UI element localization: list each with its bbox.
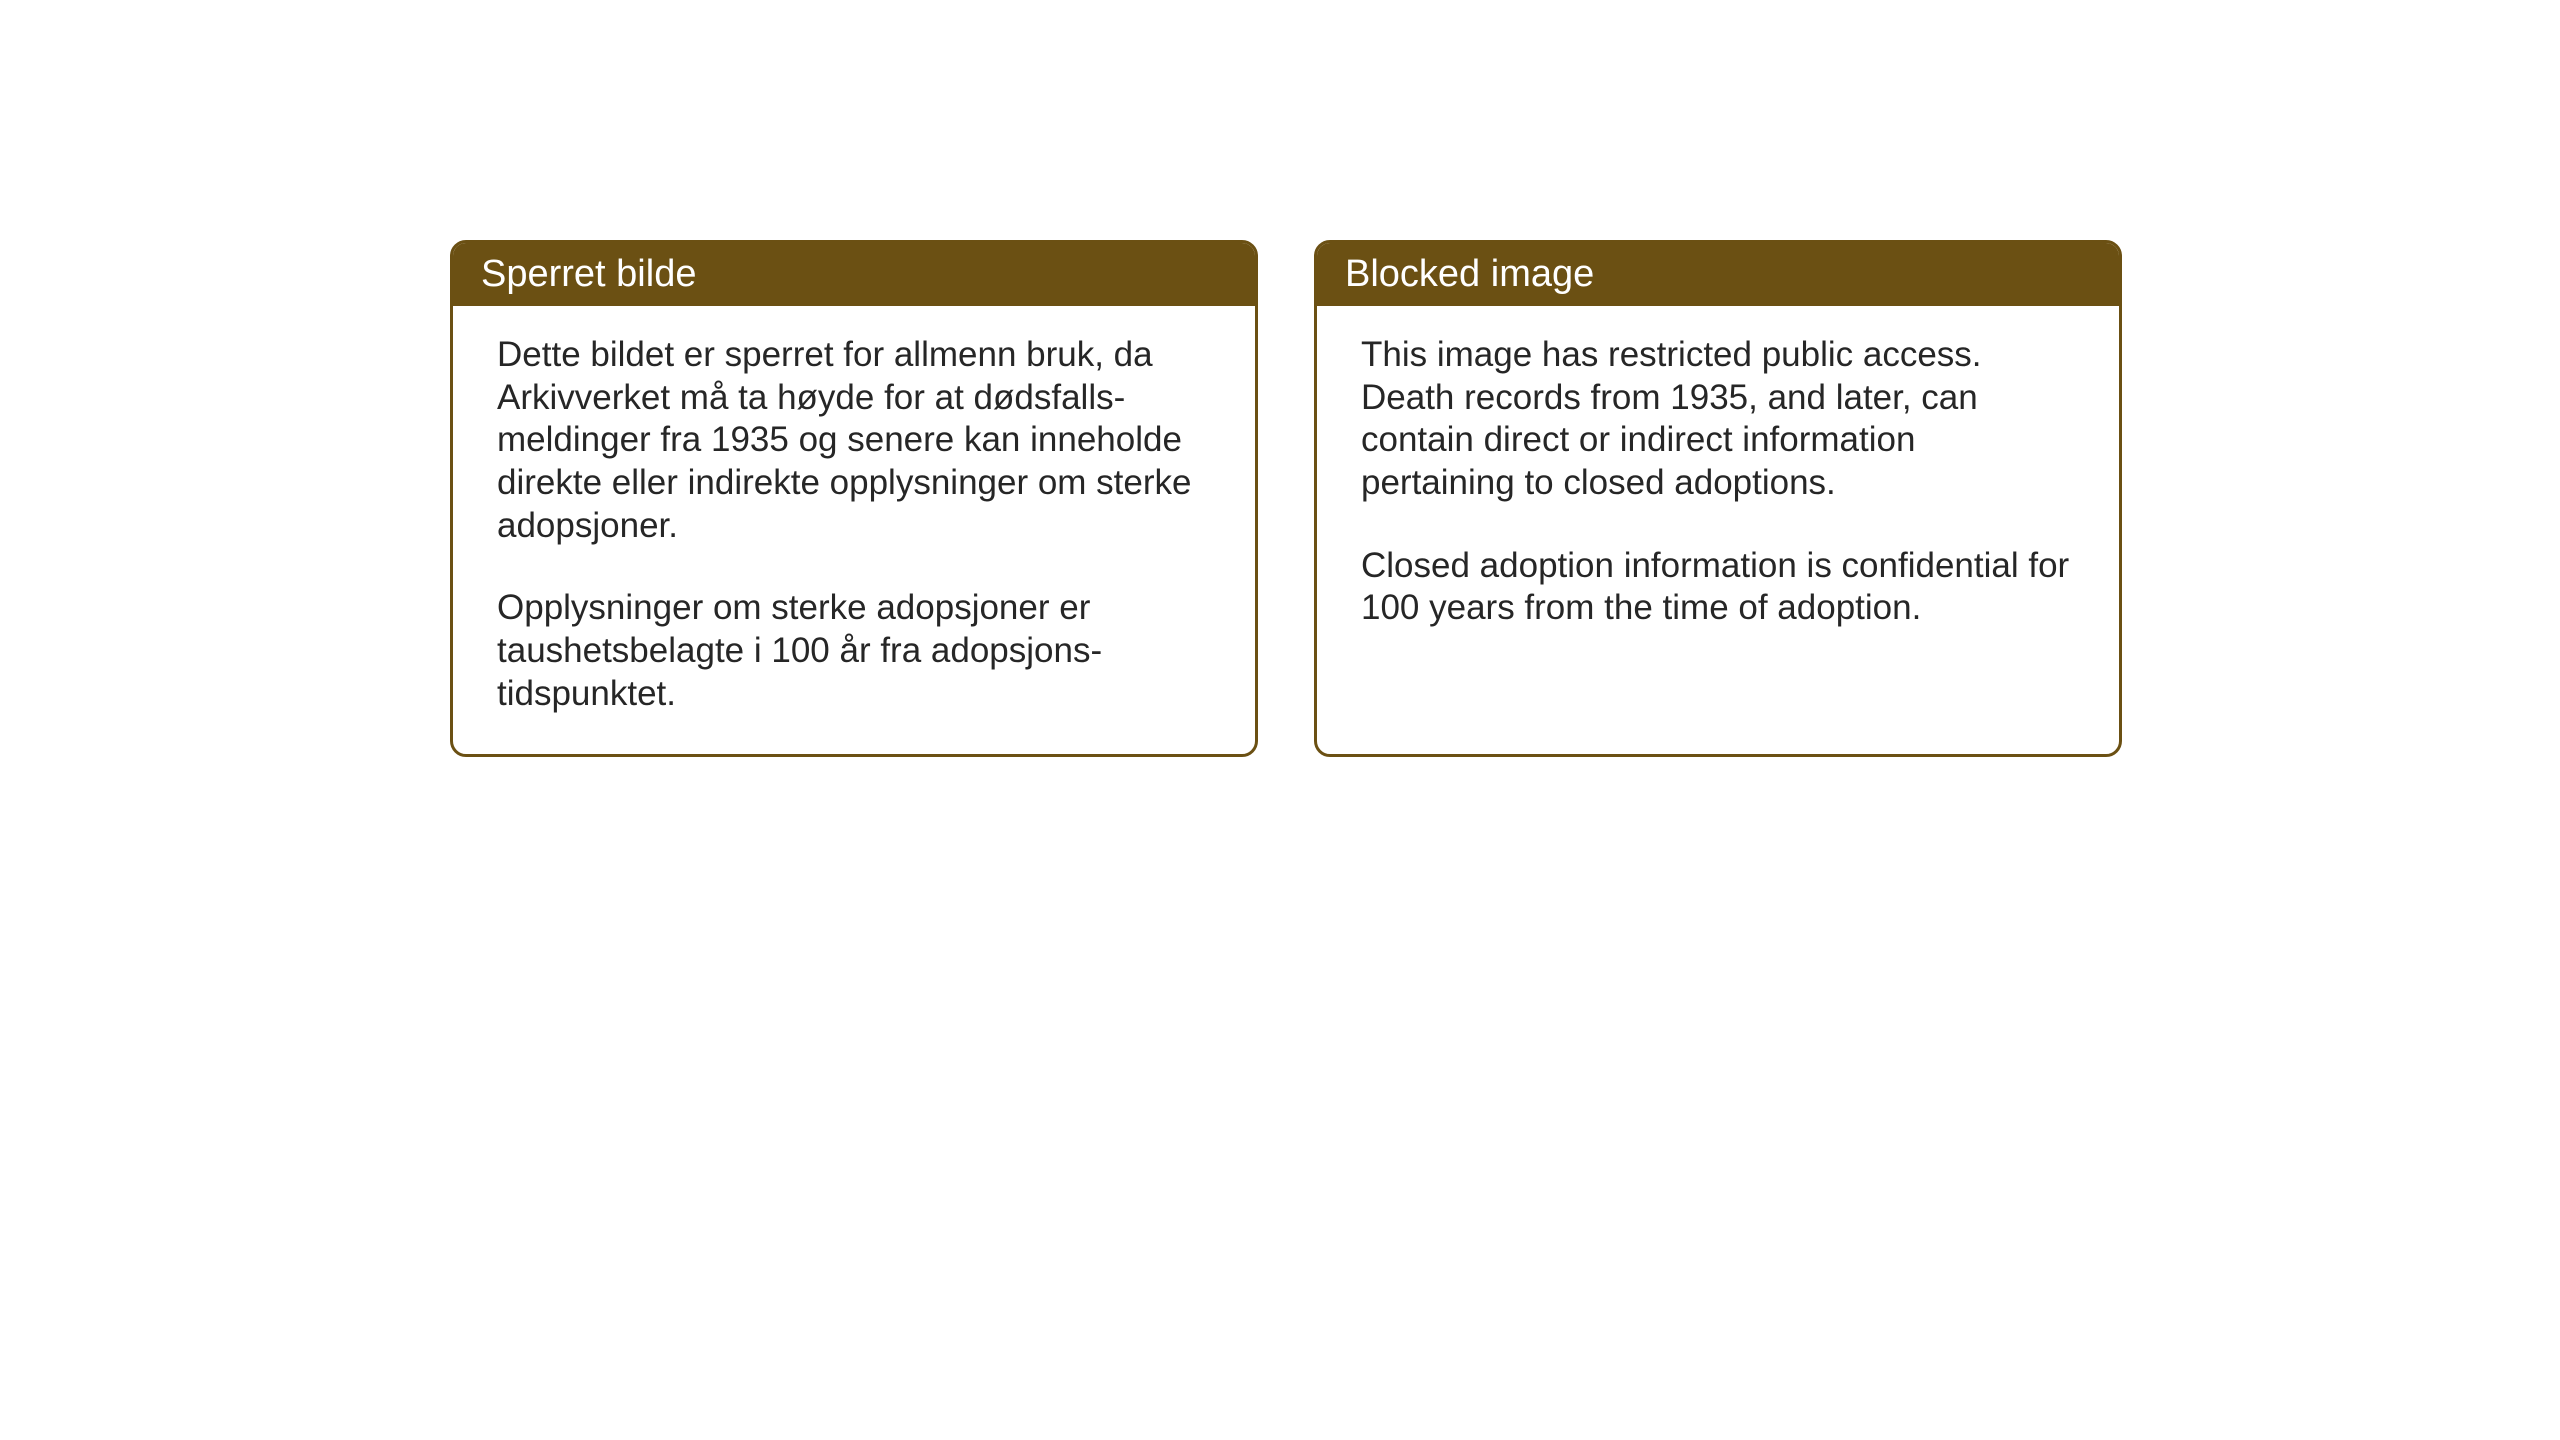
notice-paragraph: Dette bildet er sperret for allmenn bruk… — [497, 334, 1211, 547]
notice-container: Sperret bilde Dette bildet er sperret fo… — [450, 240, 2122, 757]
notice-title: Sperret bilde — [481, 253, 696, 295]
notice-card-norwegian: Sperret bilde Dette bildet er sperret fo… — [450, 240, 1258, 757]
notice-body: This image has restricted public access.… — [1317, 306, 2119, 736]
notice-header: Blocked image — [1317, 243, 2119, 306]
notice-paragraph: Closed adoption information is confident… — [1361, 545, 2075, 630]
notice-card-english: Blocked image This image has restricted … — [1314, 240, 2122, 757]
notice-header: Sperret bilde — [453, 243, 1255, 306]
notice-paragraph: This image has restricted public access.… — [1361, 334, 2075, 505]
notice-title: Blocked image — [1345, 253, 1594, 295]
notice-body: Dette bildet er sperret for allmenn bruk… — [453, 306, 1255, 754]
notice-paragraph: Opplysninger om sterke adopsjoner er tau… — [497, 587, 1211, 715]
